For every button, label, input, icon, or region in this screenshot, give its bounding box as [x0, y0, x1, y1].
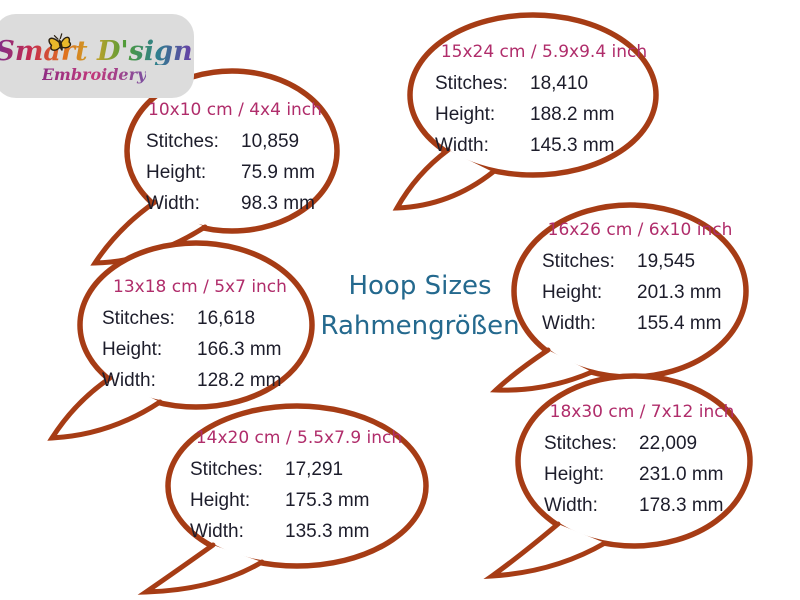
row-value: 75.9 mm	[241, 162, 315, 183]
hoop-size-title: 14x20 cm / 5.5x7.9 inch	[195, 428, 403, 448]
row-label: Width:	[190, 521, 244, 542]
stitches-row: Stitches: 18,410	[435, 68, 653, 99]
row-label: Stitches:	[190, 459, 263, 480]
row-value: 98.3 mm	[241, 193, 315, 214]
butterfly-icon	[44, 27, 77, 65]
stitches-row: Stitches: 10,859	[146, 126, 324, 157]
hoop-size-title: 16x26 cm / 6x10 inch	[547, 220, 733, 240]
height-row: Height: 201.3 mm	[542, 277, 738, 308]
row-value: 128.2 mm	[197, 370, 282, 391]
hoop-size-title: 18x30 cm / 7x12 inch	[549, 402, 735, 422]
width-row: Width: 98.3 mm	[146, 188, 324, 219]
bubble-14x20-shape	[165, 403, 429, 569]
row-label: Width:	[146, 193, 200, 214]
row-value: 166.3 mm	[197, 339, 282, 360]
bubble-18x30-tail	[483, 521, 608, 580]
height-row: Height: 75.9 mm	[146, 157, 324, 188]
row-label: Stitches:	[542, 251, 615, 272]
page-title-line2: Rahmengrößen	[320, 311, 520, 342]
bubble-14x20-tail	[137, 542, 265, 595]
bubble-16x26-tail	[489, 347, 595, 393]
logo-subtitle: Embroidery	[41, 64, 147, 84]
height-row: Height: 188.2 mm	[435, 99, 653, 130]
bubble-18x30-content: 18x30 cm / 7x12 inch Stitches: 22,009 He…	[544, 402, 740, 521]
row-value: 19,545	[637, 251, 696, 272]
row-value: 188.2 mm	[530, 104, 615, 125]
bubble-13x18-tail	[47, 375, 163, 441]
bubble-10x10-content: 10x10 cm / 4x4 inch Stitches: 10,859 Hei…	[146, 100, 324, 219]
bubble-10x10-shape	[124, 68, 340, 234]
row-label: Height:	[544, 464, 605, 485]
hoop-size-title: 13x18 cm / 5x7 inch	[113, 277, 287, 297]
width-row: Width: 178.3 mm	[544, 490, 740, 521]
row-label: Width:	[542, 313, 596, 334]
row-label: Stitches:	[544, 433, 617, 454]
row-label: Width:	[435, 135, 489, 156]
row-label: Height:	[542, 282, 603, 303]
row-label: Height:	[435, 104, 496, 125]
bubble-13x18-shape	[77, 240, 315, 410]
stitches-row: Stitches: 19,545	[542, 246, 738, 277]
page-title: Hoop Sizes Rahmengrößen	[308, 266, 532, 347]
brand-logo: Smart D'sign Embroidery	[0, 14, 194, 98]
row-label: Height:	[146, 162, 207, 183]
width-row: Width: 135.3 mm	[190, 516, 408, 547]
bubble-15x24-shape	[407, 12, 659, 178]
row-value: 201.3 mm	[637, 282, 722, 303]
row-value: 18,410	[530, 73, 589, 94]
height-row: Height: 231.0 mm	[544, 459, 740, 490]
width-row: Width: 128.2 mm	[102, 365, 298, 396]
row-label: Width:	[544, 495, 598, 516]
bubble-15x24-tail	[392, 147, 496, 211]
row-value: 135.3 mm	[285, 521, 370, 542]
stitches-row: Stitches: 16,618	[102, 303, 298, 334]
row-label: Width:	[102, 370, 156, 391]
width-row: Width: 155.4 mm	[542, 308, 738, 339]
row-value: 155.4 mm	[637, 313, 722, 334]
row-value: 178.3 mm	[639, 495, 724, 516]
height-row: Height: 175.3 mm	[190, 485, 408, 516]
row-value: 145.3 mm	[530, 135, 615, 156]
row-value: 175.3 mm	[285, 490, 370, 511]
bubble-18x30-shape	[515, 373, 753, 549]
hoop-size-title: 15x24 cm / 5.9x9.4 inch	[440, 42, 648, 62]
bubble-13x18-content: 13x18 cm / 5x7 inch Stitches: 16,618 Hei…	[102, 277, 298, 396]
page-title-line1: Hoop Sizes	[348, 271, 492, 301]
row-value: 10,859	[241, 131, 300, 152]
height-row: Height: 166.3 mm	[102, 334, 298, 365]
row-value: 17,291	[285, 459, 344, 480]
width-row: Width: 145.3 mm	[435, 130, 653, 161]
row-label: Stitches:	[435, 73, 508, 94]
stitches-row: Stitches: 22,009	[544, 428, 740, 459]
row-label: Stitches:	[102, 308, 175, 329]
bubble-14x20-content: 14x20 cm / 5.5x7.9 inch Stitches: 17,291…	[190, 428, 408, 547]
logo-title: Smart D'sign	[0, 38, 193, 65]
row-label: Stitches:	[146, 131, 219, 152]
bubble-15x24-content: 15x24 cm / 5.9x9.4 inch Stitches: 18,410…	[435, 42, 653, 161]
row-label: Height:	[190, 490, 251, 511]
bubble-16x26-content: 16x26 cm / 6x10 inch Stitches: 19,545 He…	[542, 220, 738, 339]
hoop-size-title: 10x10 cm / 4x4 inch	[148, 100, 322, 120]
row-value: 16,618	[197, 308, 256, 329]
row-label: Height:	[102, 339, 163, 360]
row-value: 231.0 mm	[639, 464, 724, 485]
stitches-row: Stitches: 17,291	[190, 454, 408, 485]
row-value: 22,009	[639, 433, 698, 454]
